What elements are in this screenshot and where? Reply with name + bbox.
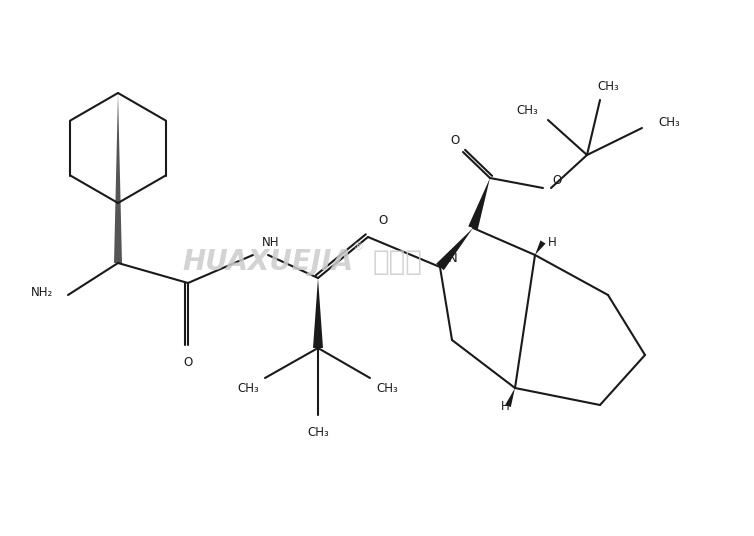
Text: ®: ® <box>353 242 363 252</box>
Text: N: N <box>448 251 458 264</box>
Text: O: O <box>183 355 192 369</box>
Polygon shape <box>313 278 323 348</box>
Polygon shape <box>535 241 546 255</box>
Text: O: O <box>379 213 388 227</box>
Text: H: H <box>548 235 556 249</box>
Text: O: O <box>450 133 460 146</box>
Polygon shape <box>436 228 473 270</box>
Text: H: H <box>501 400 510 413</box>
Text: HUAXUEJIA: HUAXUEJIA <box>182 248 354 276</box>
Text: CH₃: CH₃ <box>597 80 619 93</box>
Text: NH₂: NH₂ <box>31 287 53 300</box>
Polygon shape <box>505 388 515 407</box>
Text: O: O <box>552 174 561 187</box>
Text: CH₃: CH₃ <box>516 103 538 116</box>
Text: 化学加: 化学加 <box>373 248 423 276</box>
Text: NH: NH <box>262 235 280 249</box>
Text: CH₃: CH₃ <box>376 382 398 394</box>
Text: CH₃: CH₃ <box>237 382 259 394</box>
Text: CH₃: CH₃ <box>307 426 329 438</box>
Polygon shape <box>468 178 490 229</box>
Text: CH₃: CH₃ <box>658 115 680 129</box>
Polygon shape <box>114 93 122 263</box>
